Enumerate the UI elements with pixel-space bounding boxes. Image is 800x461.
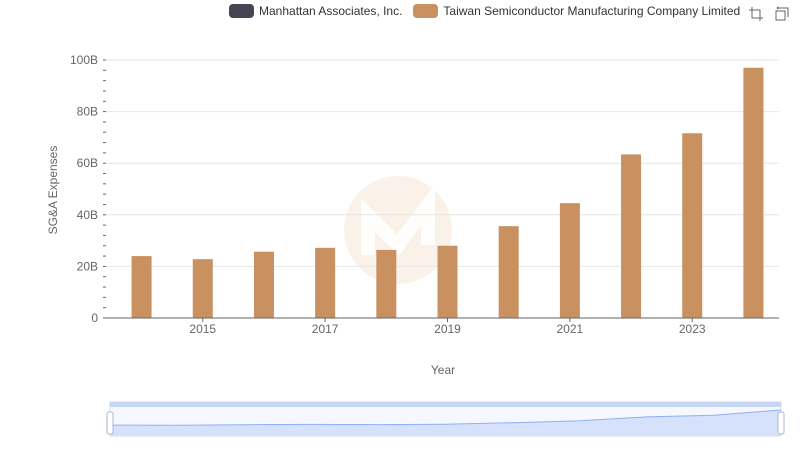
x-tick-label: 2015 [189,322,216,336]
bar-2014[interactable] [131,256,152,318]
x-tick-label: 2021 [557,322,584,336]
legend-swatch-tsmc [413,4,439,18]
bar-2024[interactable] [743,67,764,319]
legend-item-manhattan[interactable]: Manhattan Associates, Inc. [229,4,402,18]
bar-2020[interactable] [498,226,519,318]
zoom-reset-icon[interactable] [774,6,790,22]
slider-line [109,409,782,426]
bar-2015[interactable] [192,259,213,318]
bar-2023[interactable] [682,133,703,318]
x-tick-label: 2023 [679,322,706,336]
y-tick-label: 40B [77,208,98,222]
slider-area [110,410,781,436]
y-tick-label: 60B [77,156,98,170]
y-tick-label: 80B [77,105,98,119]
zoom-icon[interactable] [748,6,764,22]
bar-2021[interactable] [559,203,580,318]
toolbox [748,6,800,22]
y-tick-label: 100B [70,53,98,67]
grid-lines [106,59,779,267]
y-axis-label: SG&A Expenses [46,146,60,235]
watermark-circle [344,176,452,284]
x-axis-label: Year [431,363,455,377]
bars [131,67,764,319]
bar-2016[interactable] [253,251,274,318]
watermark-logo [344,176,452,284]
axes: 0 20B 40B 60B 80B 100B 2015 2017 2019 2021 2023 [70,53,779,336]
legend: Manhattan Associates, Inc. Taiwan Semico… [229,4,751,18]
slider-handle-left[interactable] [106,411,114,435]
y-tick-label: 0 [91,311,98,325]
bar-2019[interactable] [437,245,458,318]
legend-label-tsmc: Taiwan Semiconductor Manufacturing Compa… [443,4,741,18]
bar-2022[interactable] [621,154,642,318]
x-tick-label: 2019 [434,322,461,336]
y-tick-label: 20B [77,259,98,273]
slider-top-bar[interactable] [110,402,781,407]
legend-item-tsmc[interactable]: Taiwan Semiconductor Manufacturing Compa… [413,4,740,18]
bar-2017[interactable] [315,247,336,318]
watermark-mark [361,184,435,256]
bar-2018[interactable] [376,249,397,318]
slider-handle-right[interactable] [777,411,785,435]
legend-swatch-manhattan [229,4,254,18]
legend-label-manhattan: Manhattan Associates, Inc. [259,4,403,18]
data-zoom-slider[interactable] [106,401,785,437]
x-tick-label: 2017 [312,322,339,336]
